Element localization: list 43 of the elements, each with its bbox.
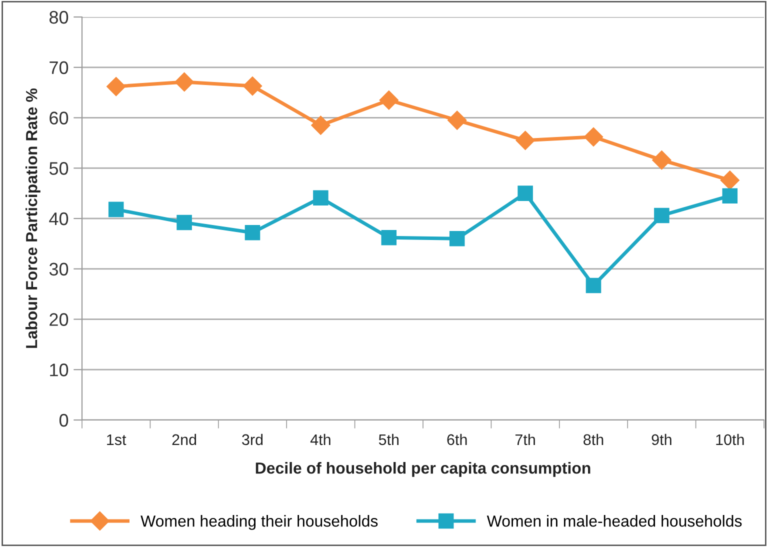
y-tick-label: 30: [49, 262, 68, 276]
y-tick-label: 10: [50, 364, 68, 376]
x-tick-label: 3rd: [242, 434, 263, 446]
point: [449, 231, 465, 246]
point: [108, 202, 124, 218]
x-tick-label: 1st: [107, 434, 126, 446]
point: [381, 230, 397, 246]
x-tick-label: 10th: [716, 434, 744, 446]
x-tick-label: 6th: [447, 434, 467, 446]
point: [654, 208, 670, 224]
y-tick-label: 0: [59, 414, 68, 427]
legend-label: Women in male-headed households: [486, 515, 742, 527]
x-tick-label: 9th: [652, 434, 672, 446]
y-tick-label: 60: [50, 112, 68, 124]
legend-label: Women heading their households: [140, 515, 378, 530]
point: [584, 127, 604, 146]
y-tick-label: 70: [50, 61, 68, 74]
point: [586, 278, 602, 294]
point: [311, 116, 330, 135]
y-tick-label: 50: [49, 162, 68, 175]
point: [244, 224, 260, 240]
point: [242, 76, 262, 96]
point: [448, 110, 467, 130]
point: [176, 214, 192, 230]
x-tick-label: 7th: [515, 434, 535, 446]
point: [720, 170, 740, 190]
point: [379, 90, 398, 110]
point: [518, 186, 533, 201]
point: [722, 188, 738, 204]
y-axis-title: Labour Force Participation Rate %: [26, 88, 40, 348]
y-tick-label: 40: [49, 212, 68, 226]
x-axis-title: Decile of household per capita consumption: [256, 462, 590, 477]
point: [106, 76, 126, 96]
point: [652, 150, 672, 170]
point: [313, 190, 328, 206]
point: [516, 130, 535, 150]
x-tick-label: 2nd: [172, 434, 196, 446]
point: [174, 72, 194, 92]
x-tick-label: 8th: [584, 434, 604, 446]
x-tick-label: 4th: [310, 434, 330, 446]
x-tick-label: 5th: [378, 434, 399, 446]
y-tick-label: 20: [50, 313, 68, 326]
y-tick-label: 80: [50, 10, 68, 24]
